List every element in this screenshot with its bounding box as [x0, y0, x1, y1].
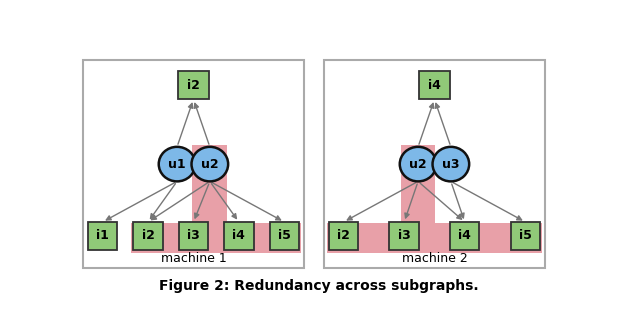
FancyBboxPatch shape — [270, 222, 299, 250]
FancyBboxPatch shape — [450, 222, 480, 250]
Text: i2: i2 — [142, 229, 154, 243]
Bar — [327, 223, 542, 252]
Text: i5: i5 — [278, 229, 291, 243]
Text: i4: i4 — [458, 229, 471, 243]
Text: i2: i2 — [337, 229, 350, 243]
Ellipse shape — [159, 147, 195, 182]
FancyBboxPatch shape — [511, 222, 540, 250]
Text: Figure 2: Redundancy across subgraphs.: Figure 2: Redundancy across subgraphs. — [159, 279, 478, 293]
Text: i4: i4 — [428, 79, 441, 92]
Text: machine 2: machine 2 — [402, 252, 467, 265]
Text: u2: u2 — [409, 158, 427, 171]
Ellipse shape — [192, 147, 228, 182]
Bar — [192, 145, 227, 252]
Bar — [401, 145, 435, 252]
FancyBboxPatch shape — [419, 71, 450, 99]
FancyBboxPatch shape — [177, 71, 210, 99]
Text: i1: i1 — [96, 229, 109, 243]
FancyBboxPatch shape — [329, 222, 358, 250]
FancyBboxPatch shape — [133, 222, 163, 250]
FancyBboxPatch shape — [389, 222, 419, 250]
Bar — [83, 60, 304, 268]
Ellipse shape — [400, 147, 437, 182]
Text: i5: i5 — [519, 229, 532, 243]
Text: i3: i3 — [398, 229, 411, 243]
Text: i4: i4 — [233, 229, 245, 243]
Text: u1: u1 — [168, 158, 186, 171]
FancyBboxPatch shape — [224, 222, 254, 250]
Bar — [323, 60, 545, 268]
Text: u2: u2 — [201, 158, 219, 171]
FancyBboxPatch shape — [179, 222, 208, 250]
Bar — [131, 223, 301, 252]
Text: u3: u3 — [442, 158, 460, 171]
FancyBboxPatch shape — [88, 222, 117, 250]
Text: i2: i2 — [187, 79, 200, 92]
Text: machine 1: machine 1 — [160, 252, 226, 265]
Text: i3: i3 — [187, 229, 200, 243]
Ellipse shape — [432, 147, 469, 182]
